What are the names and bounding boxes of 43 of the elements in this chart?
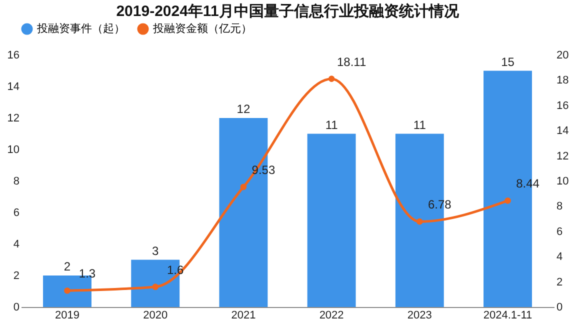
- y2-tick-label: 10: [556, 176, 569, 188]
- x-tick-label: 2024.1-11: [483, 310, 532, 322]
- data-label: 12: [236, 102, 250, 116]
- point: [416, 218, 423, 225]
- y-tick-label: 4: [13, 238, 20, 250]
- legend-label: 投融资金额（亿元）: [152, 22, 252, 35]
- y-tick-label: 14: [7, 81, 20, 93]
- legend-label: 投融资事件（起）: [36, 22, 125, 35]
- chart-title: 2019-2024年11月中国量子信息行业投融资统计情况: [116, 3, 460, 20]
- data-label: 2: [64, 260, 71, 274]
- y-tick-label: 0: [13, 302, 20, 314]
- x-tick-label: 2022: [319, 310, 344, 322]
- x-tick-label: 2019: [55, 310, 80, 322]
- x-tick-label: 2023: [407, 310, 432, 322]
- data-label: 11: [325, 118, 338, 132]
- y2-tick-label: 0: [556, 302, 563, 314]
- bar: [307, 134, 356, 307]
- x-tick-label: 2021: [231, 310, 256, 322]
- y2-tick-label: 4: [556, 251, 563, 264]
- x-tick-label: 2020: [143, 310, 168, 322]
- data-label: 11: [413, 118, 426, 132]
- point: [504, 198, 511, 204]
- y-tick-label: 12: [7, 112, 20, 124]
- y2-tick-label: 16: [556, 100, 569, 112]
- y2-tick-label: 8: [556, 200, 563, 213]
- y2-tick-label: 20: [556, 50, 569, 62]
- y2-tick-label: 2: [556, 276, 563, 288]
- y-tick-label: 2: [13, 270, 20, 282]
- point: [328, 76, 335, 82]
- data-label: 3: [152, 244, 160, 258]
- y2-tick-label: 18: [556, 74, 569, 87]
- y2-tick-label: 14: [556, 125, 569, 138]
- point: [64, 287, 70, 294]
- point: [152, 284, 159, 290]
- data-label: 15: [501, 54, 515, 69]
- y-tick-label: 10: [7, 144, 20, 156]
- y-tick-label: 16: [7, 50, 20, 62]
- data-label: 18.11: [336, 54, 366, 69]
- y-tick-label: 6: [13, 207, 20, 219]
- point: [240, 184, 247, 190]
- y2-tick-label: 6: [556, 226, 563, 238]
- y2-tick-label: 12: [556, 150, 569, 162]
- y-tick-label: 8: [13, 176, 20, 188]
